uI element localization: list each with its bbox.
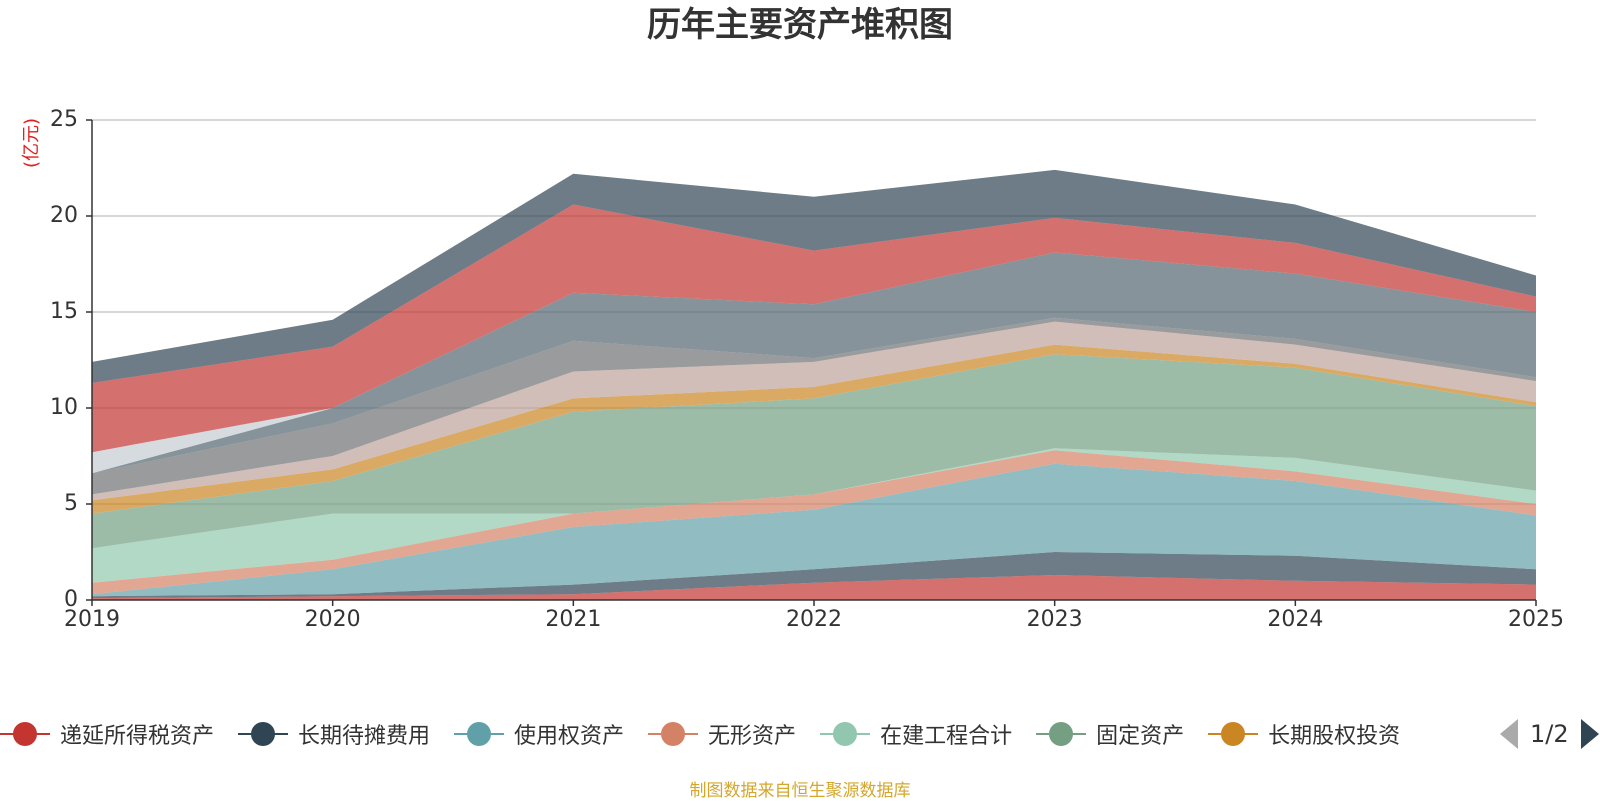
legend-label: 使用权资产 — [514, 724, 625, 749]
y-tick-label: 20 — [50, 203, 78, 228]
legend-pager: 1/2 — [1500, 718, 1599, 750]
y-tick-label: 5 — [64, 491, 78, 516]
area-series — [92, 448, 1536, 583]
legend-prev-page-icon[interactable] — [1500, 719, 1518, 749]
x-tick-label: 2025 — [1508, 607, 1564, 632]
legend-item[interactable]: 递延所得税资产 — [0, 718, 214, 750]
legend-marker-icon — [1208, 722, 1259, 746]
x-tick-label: 2024 — [1267, 607, 1323, 632]
legend: 递延所得税资产 长期待摊费用 使用权资产 无形资产 在建工程合计 固定资产 长期股权投资 — [0, 718, 1424, 750]
y-tick-label: 15 — [50, 299, 78, 324]
y-tick-label: 25 — [50, 107, 78, 132]
y-axis-label: (亿元) — [21, 118, 42, 168]
data-source-note: 制图数据来自恒生聚源数据库 — [689, 781, 911, 801]
legend-label: 递延所得税资产 — [60, 724, 215, 749]
area-series — [92, 575, 1536, 600]
legend-item[interactable]: 无形资产 — [648, 718, 796, 750]
x-tick-label: 2019 — [64, 607, 120, 632]
legend-label: 长期待摊费用 — [298, 724, 431, 749]
chart-title: 历年主要资产堆积图 — [647, 5, 953, 45]
area-series — [92, 169, 1536, 383]
area-series — [92, 169, 1536, 600]
area-series — [92, 204, 1536, 453]
legend-marker-icon — [1036, 722, 1087, 746]
legend-next-page-icon[interactable] — [1580, 719, 1599, 749]
legend-label: 长期股权投资 — [1268, 724, 1401, 749]
area-series — [92, 354, 1536, 549]
legend-label: 固定资产 — [1096, 724, 1185, 749]
legend-page-indicator: 1/2 — [1530, 720, 1569, 748]
legend-item[interactable]: 使用权资产 — [454, 718, 624, 750]
legend-marker-icon — [0, 722, 50, 746]
x-tick-label: 2020 — [305, 607, 361, 632]
area-series — [92, 463, 1536, 597]
legend-marker-icon — [648, 722, 699, 746]
y-tick-label: 0 — [64, 587, 78, 612]
legend-label: 在建工程合计 — [880, 724, 1013, 749]
legend-marker-icon — [238, 722, 289, 746]
legend-item[interactable]: 在建工程合计 — [820, 718, 1012, 750]
x-tick-label: 2022 — [786, 607, 842, 632]
legend-marker-icon — [454, 722, 505, 746]
area-series — [92, 252, 1536, 474]
x-tick-label: 2023 — [1027, 607, 1083, 632]
y-tick-label: 10 — [50, 395, 78, 420]
legend-item[interactable]: 固定资产 — [1036, 718, 1184, 750]
legend-item[interactable]: 长期股权投资 — [1208, 718, 1400, 750]
area-series — [92, 552, 1536, 599]
legend-label: 无形资产 — [708, 724, 797, 749]
x-tick-label: 2021 — [545, 607, 601, 632]
legend-marker-icon — [820, 722, 871, 746]
legend-item[interactable]: 长期待摊费用 — [238, 718, 430, 750]
